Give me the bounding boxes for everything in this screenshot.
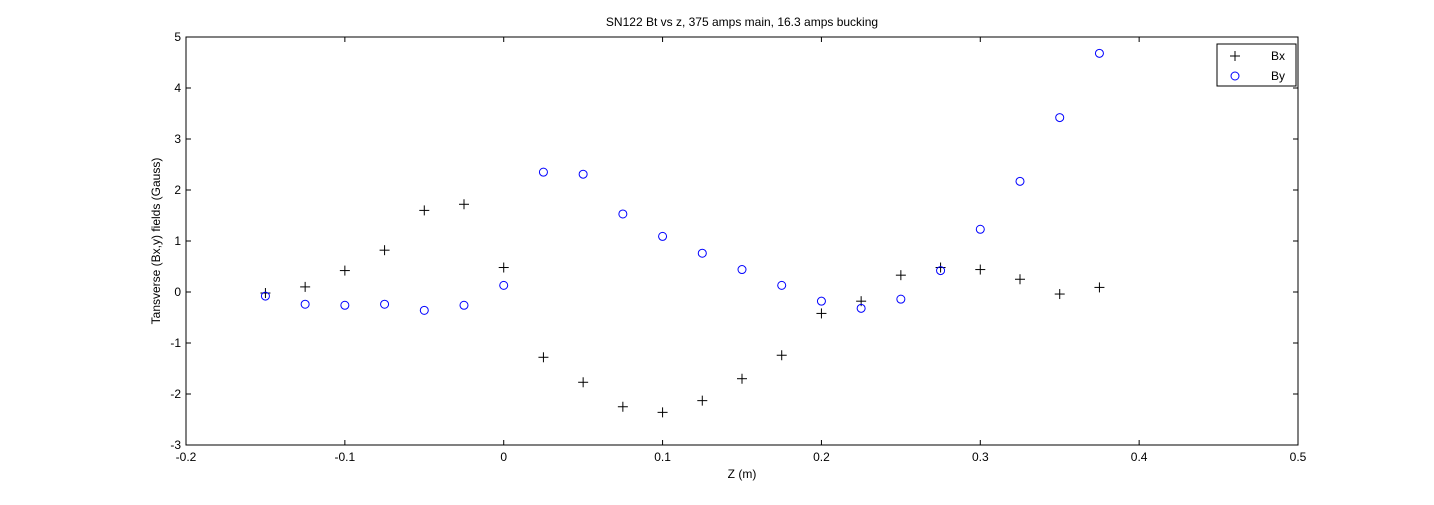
point-by bbox=[737, 265, 747, 275]
point-by bbox=[499, 280, 509, 290]
plot-area bbox=[185, 36, 1299, 446]
point-by bbox=[1015, 176, 1025, 186]
series-by bbox=[260, 48, 1104, 315]
point-by bbox=[896, 294, 906, 304]
y-axis-label: Tansverse (Bx,y) fields (Gauss) bbox=[149, 158, 163, 325]
point-by bbox=[260, 291, 270, 301]
point-bx bbox=[260, 288, 271, 299]
point-by bbox=[777, 280, 787, 290]
y-tick-label: -3 bbox=[170, 438, 181, 452]
series-bx bbox=[260, 199, 1105, 418]
point-bx bbox=[617, 401, 628, 412]
x-tick-label: -0.1 bbox=[335, 450, 356, 464]
legend: Bx By bbox=[1216, 43, 1297, 87]
y-tick-label: 2 bbox=[174, 183, 181, 197]
point-bx bbox=[1094, 282, 1105, 293]
point-bx bbox=[578, 377, 589, 388]
point-by bbox=[538, 167, 548, 177]
point-by bbox=[459, 300, 469, 310]
point-by bbox=[697, 248, 707, 258]
x-tick-label: 0 bbox=[500, 450, 507, 464]
chart-title: SN122 Bt vs z, 375 amps main, 16.3 amps … bbox=[606, 15, 878, 29]
point-bx bbox=[538, 352, 549, 363]
point-bx bbox=[935, 262, 946, 273]
x-tick-label: 0.3 bbox=[972, 450, 989, 464]
legend-label-by: By bbox=[1271, 69, 1285, 83]
x-tick-label: -0.2 bbox=[176, 450, 197, 464]
point-bx bbox=[816, 308, 827, 319]
point-by bbox=[1094, 48, 1104, 58]
point-by bbox=[380, 299, 390, 309]
x-tick-label: 0.1 bbox=[654, 450, 671, 464]
point-by bbox=[578, 169, 588, 179]
y-tick-label: 5 bbox=[174, 30, 181, 44]
y-tick-label: 1 bbox=[174, 234, 181, 248]
y-tick-label: 4 bbox=[174, 81, 181, 95]
legend-marker-by bbox=[1230, 71, 1240, 81]
point-by bbox=[618, 209, 628, 219]
point-bx bbox=[300, 281, 311, 292]
point-bx bbox=[975, 264, 986, 275]
legend-marker-bx bbox=[1230, 51, 1240, 61]
point-bx bbox=[737, 373, 747, 384]
point-by bbox=[936, 266, 946, 276]
point-by bbox=[816, 296, 826, 306]
point-by bbox=[419, 305, 429, 315]
point-bx bbox=[657, 407, 668, 418]
data-markers bbox=[260, 48, 1105, 418]
point-by bbox=[300, 299, 310, 309]
x-tick-label: 0.4 bbox=[1131, 450, 1148, 464]
point-by bbox=[1055, 113, 1065, 123]
point-by bbox=[340, 300, 350, 310]
y-tick-label: -2 bbox=[170, 387, 181, 401]
point-bx bbox=[895, 270, 906, 281]
point-by bbox=[658, 231, 668, 241]
axis-ticks bbox=[185, 36, 1299, 446]
x-tick-label: 0.5 bbox=[1290, 450, 1307, 464]
point-bx bbox=[339, 265, 350, 276]
point-by bbox=[975, 224, 985, 234]
y-tick-label: 0 bbox=[174, 285, 181, 299]
point-bx bbox=[419, 205, 430, 216]
point-bx bbox=[776, 350, 787, 361]
point-bx bbox=[498, 262, 509, 273]
point-bx bbox=[697, 395, 708, 406]
point-bx bbox=[1054, 289, 1065, 300]
legend-box bbox=[1216, 43, 1297, 87]
point-bx bbox=[459, 199, 469, 210]
legend-label-bx: Bx bbox=[1271, 49, 1285, 63]
point-bx bbox=[379, 245, 390, 256]
x-axis-label: Z (m) bbox=[728, 467, 757, 481]
x-tick-label: 0.2 bbox=[813, 450, 830, 464]
y-tick-label: -1 bbox=[170, 336, 181, 350]
point-by bbox=[856, 303, 866, 313]
axis-tick-labels: -0.2 -0.1 0 0.1 0.2 0.3 0.4 0.5 -3 -2 -1 0 1 2 3 4 5 bbox=[170, 30, 1306, 464]
point-bx bbox=[1015, 274, 1025, 285]
y-tick-label: 3 bbox=[174, 132, 181, 146]
